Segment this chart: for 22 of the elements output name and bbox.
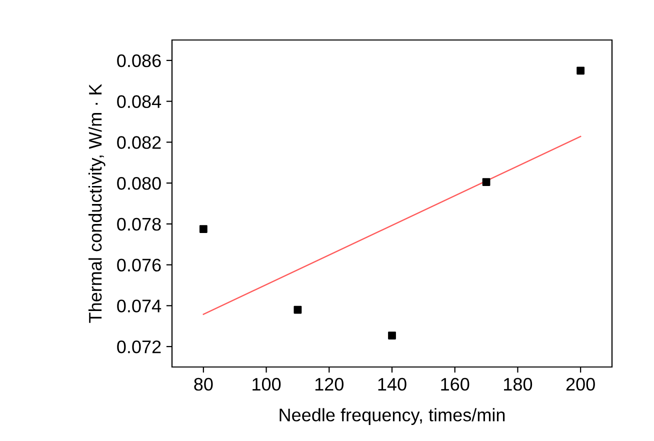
point: [294, 306, 302, 314]
point: [388, 332, 396, 340]
x-tick-label: 120: [315, 378, 344, 391]
y-axis-title: Thermal conductivity, W/m · K: [88, 84, 106, 323]
y-tick-label: 0.076: [117, 258, 161, 272]
point: [482, 178, 490, 186]
point: [576, 66, 585, 75]
y-tick-label: 0.074: [117, 300, 162, 312]
x-tick-label: 100: [252, 378, 281, 391]
y-tick-label: 0.082: [117, 136, 161, 149]
x-tick-label: 200: [566, 378, 595, 391]
y-tick-label: 0.084: [117, 95, 162, 108]
x-tick-label: 180: [504, 378, 532, 391]
x-axis-title: Needle frequency, times/min: [280, 408, 505, 425]
x-tick-label: 160: [441, 378, 470, 391]
x-tick-label: 140: [378, 378, 406, 391]
y-tick-label: 0.086: [117, 54, 161, 68]
point: [199, 225, 208, 233]
y-tick-label: 0.078: [117, 218, 161, 231]
y-tick-label: 0.080: [117, 176, 161, 190]
x-tick-label: 80: [194, 378, 213, 391]
y-tick-label: 0.072: [117, 340, 161, 354]
